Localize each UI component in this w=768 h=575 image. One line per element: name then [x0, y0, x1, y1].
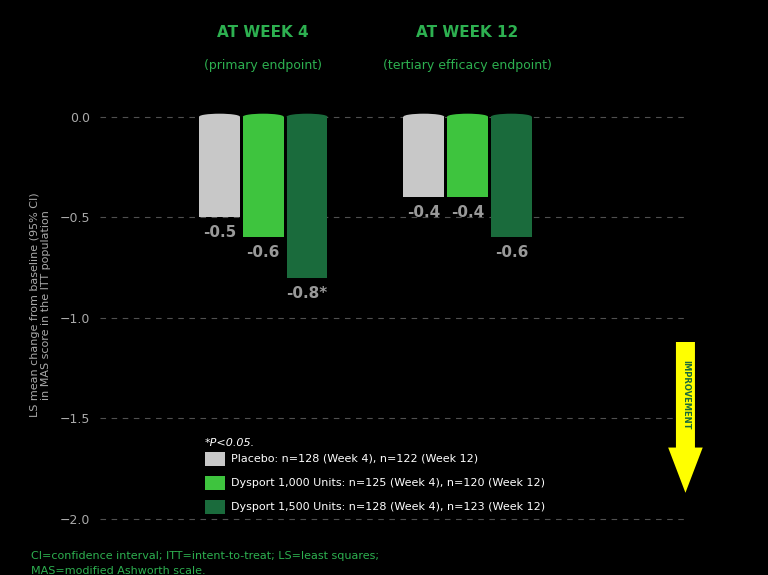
Ellipse shape [403, 114, 444, 120]
Ellipse shape [447, 114, 488, 120]
Text: (tertiary efficacy endpoint): (tertiary efficacy endpoint) [383, 59, 552, 71]
Text: *P<0.05.: *P<0.05. [205, 439, 255, 449]
Ellipse shape [286, 114, 327, 120]
Text: -0.4: -0.4 [407, 205, 440, 220]
Bar [403, 117, 444, 197]
Ellipse shape [491, 114, 531, 120]
Text: -0.4: -0.4 [451, 205, 484, 220]
Bar [199, 117, 240, 217]
Text: -0.6: -0.6 [247, 246, 280, 260]
Bar [243, 117, 283, 237]
Ellipse shape [243, 114, 283, 120]
Polygon shape [668, 342, 703, 493]
Bar [205, 451, 225, 466]
Text: IMPROVEMENT: IMPROVEMENT [681, 360, 690, 430]
Text: -0.5: -0.5 [203, 225, 236, 240]
Text: CI=confidence interval; ITT=intent-to-treat; LS=least squares;: CI=confidence interval; ITT=intent-to-tr… [31, 551, 379, 561]
Ellipse shape [199, 114, 240, 120]
Text: AT WEEK 12: AT WEEK 12 [416, 25, 518, 40]
Bar [205, 500, 225, 514]
Text: Dysport 1,000 Units: n=125 (Week 4), n=120 (Week 12): Dysport 1,000 Units: n=125 (Week 4), n=1… [231, 478, 545, 488]
Text: AT WEEK 4: AT WEEK 4 [217, 25, 309, 40]
Y-axis label: LS mean change from baseline (95% CI)
in MAS score in the ITT population: LS mean change from baseline (95% CI) in… [30, 193, 51, 417]
Bar [205, 476, 225, 490]
Text: MAS=modified Ashworth scale.: MAS=modified Ashworth scale. [31, 566, 205, 575]
Text: Placebo: n=128 (Week 4), n=122 (Week 12): Placebo: n=128 (Week 4), n=122 (Week 12) [231, 454, 478, 463]
Bar [447, 117, 488, 197]
Text: Dysport 1,500 Units: n=128 (Week 4), n=123 (Week 12): Dysport 1,500 Units: n=128 (Week 4), n=1… [231, 502, 545, 512]
Text: -0.8*: -0.8* [286, 286, 328, 301]
Bar [286, 117, 327, 278]
Text: (primary endpoint): (primary endpoint) [204, 59, 323, 71]
Text: -0.6: -0.6 [495, 246, 528, 260]
Bar [491, 117, 531, 237]
